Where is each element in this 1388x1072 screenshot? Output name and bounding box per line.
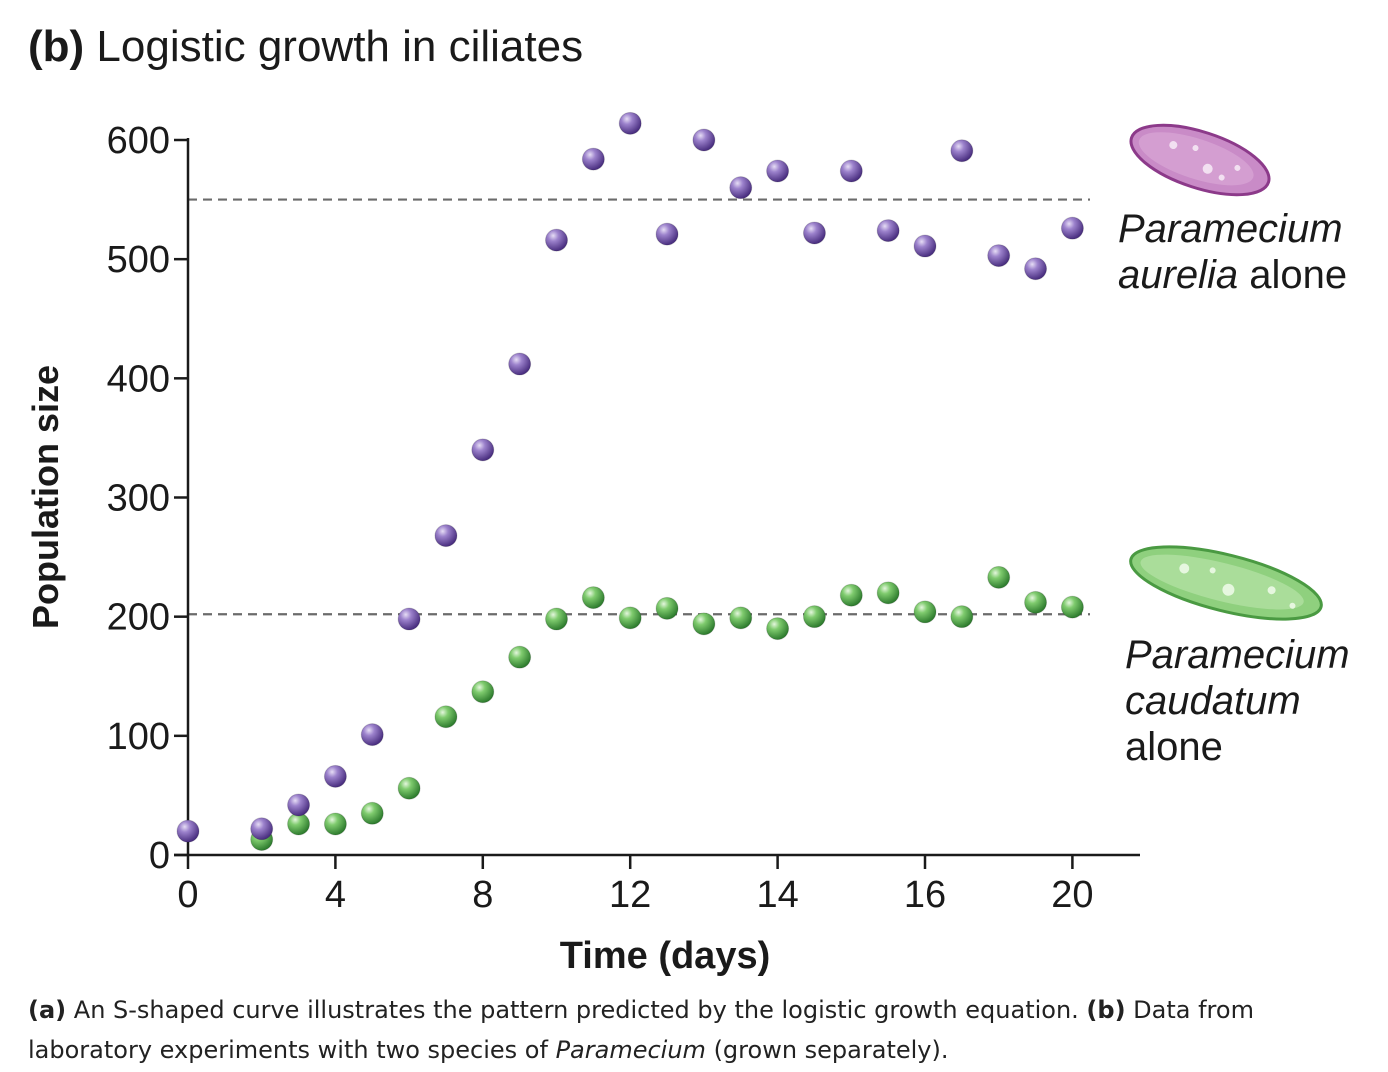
caudatum-point xyxy=(581,586,605,610)
series-aurelia-label-line1: Paramecium xyxy=(1118,207,1343,251)
scatter-chart: 0 100 200 300 400 500 600 0 4 8 12 14 16 20 Populati… xyxy=(25,111,1350,977)
aurelia-point xyxy=(876,219,900,243)
caudatum-point xyxy=(397,776,421,800)
caudatum-point xyxy=(987,565,1011,589)
figure-caption: (a) An S-shaped curve illustrates the pa… xyxy=(28,990,1358,1070)
paramecium-aurelia-illustration xyxy=(1129,123,1271,197)
caudatum-point xyxy=(545,607,568,631)
x-axis-label: Time (days) xyxy=(560,935,770,977)
aurelia-point xyxy=(987,244,1011,268)
x-tick-label: 8 xyxy=(472,874,493,916)
caudatum-point xyxy=(876,581,900,605)
aurelia-point xyxy=(692,128,716,152)
paramecium-caudatum-illustration xyxy=(1129,545,1323,621)
series-caudatum-label-line3: alone xyxy=(1125,725,1223,769)
series-aurelia-points xyxy=(176,111,1084,843)
panel-label: (b) xyxy=(28,22,85,71)
x-tick-label: 0 xyxy=(177,874,198,916)
caudatum-point xyxy=(434,705,458,729)
x-axis-ticks: 0 4 8 12 14 16 20 xyxy=(177,855,1094,916)
aurelia-point xyxy=(323,764,347,788)
title-text: Logistic growth in ciliates xyxy=(96,22,584,71)
aurelia-point xyxy=(581,147,605,171)
caudatum-point xyxy=(839,583,863,607)
y-tick-label: 100 xyxy=(107,716,170,758)
series-caudatum-label-3: alone xyxy=(1125,725,1223,769)
aurelia-point xyxy=(1024,257,1048,281)
aurelia-point xyxy=(176,819,200,843)
y-tick-label: 600 xyxy=(107,120,170,162)
series-aurelia-label-rest: alone xyxy=(1238,253,1347,297)
aurelia-point xyxy=(360,723,384,747)
caudatum-point xyxy=(766,617,790,641)
caption-a-label: (a) xyxy=(28,996,67,1024)
figure-title: (b) Logistic growth in ciliates xyxy=(28,22,583,72)
y-tick-label: 300 xyxy=(107,478,170,520)
aurelia-point xyxy=(802,221,826,245)
caption-b-label: (b) xyxy=(1086,996,1126,1024)
caudatum-point xyxy=(1060,595,1084,619)
series-caudatum-label: Paramecium xyxy=(1125,633,1350,677)
aurelia-point xyxy=(545,228,568,252)
series-caudatum-label-2: caudatum xyxy=(1125,679,1301,723)
caudatum-point xyxy=(323,812,347,836)
caudatum-point xyxy=(508,645,532,669)
caption-b-text: Data from laboratory experiments with tw… xyxy=(28,996,1254,1064)
series-aurelia-label: Paramecium xyxy=(1118,207,1343,251)
series-caudatum-label-line1: Paramecium xyxy=(1125,633,1350,677)
aurelia-point xyxy=(287,793,311,817)
caudatum-point xyxy=(913,600,937,624)
aurelia-point xyxy=(434,524,458,548)
aurelia-point xyxy=(508,352,532,376)
caudatum-point xyxy=(950,605,974,629)
x-tick-label: 20 xyxy=(1051,874,1093,916)
caudatum-point xyxy=(471,680,495,704)
carrying-capacity-lines xyxy=(188,198,1090,616)
caption-a-text: An S-shaped curve illustrates the patter… xyxy=(66,996,1087,1024)
aurelia-point xyxy=(950,139,974,163)
caudatum-point xyxy=(692,612,716,636)
y-axis-ticks: 0 100 200 300 400 500 600 xyxy=(107,120,188,877)
caudatum-point xyxy=(729,606,753,630)
caudatum-point xyxy=(802,605,826,629)
aurelia-point xyxy=(913,234,937,258)
caption-end-text: (grown separately). xyxy=(705,1036,949,1064)
caudatum-point xyxy=(360,801,384,825)
x-tick-label: 16 xyxy=(904,874,946,916)
y-tick-label: 500 xyxy=(107,239,170,281)
caudatum-point xyxy=(618,606,642,630)
aurelia-point xyxy=(397,607,421,631)
aurelia-point xyxy=(250,817,274,841)
caudatum-point xyxy=(655,596,679,620)
y-tick-label: 200 xyxy=(107,597,170,639)
caudatum-point xyxy=(1024,590,1048,614)
y-tick-label: 400 xyxy=(107,358,170,400)
x-tick-label: 12 xyxy=(609,874,651,916)
y-tick-label: 0 xyxy=(149,835,170,877)
aurelia-point xyxy=(729,176,753,200)
x-tick-label: 4 xyxy=(325,874,346,916)
aurelia-point xyxy=(655,222,679,246)
series-aurelia-label-2: aurelia alone xyxy=(1118,253,1347,297)
aurelia-point xyxy=(839,159,863,183)
aurelia-point xyxy=(1060,216,1084,240)
series-caudatum-label-line2: caudatum xyxy=(1125,679,1301,723)
aurelia-point xyxy=(618,111,642,135)
series-caudatum-points xyxy=(250,565,1084,852)
y-axis-label: Population size xyxy=(25,365,66,629)
aurelia-point xyxy=(766,159,790,183)
aurelia-point xyxy=(471,438,495,462)
x-tick-label: 14 xyxy=(756,874,798,916)
series-aurelia-label-italic: aurelia xyxy=(1118,253,1238,297)
caption-species: Paramecium xyxy=(555,1036,706,1064)
